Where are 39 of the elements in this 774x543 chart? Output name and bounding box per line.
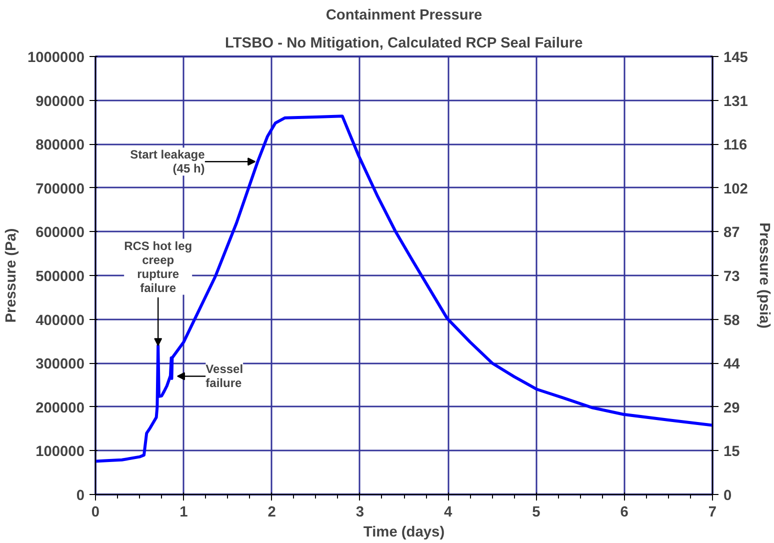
x-tick-label: 5 xyxy=(532,504,540,520)
y2-tick-label: 102 xyxy=(724,181,748,198)
annotation: Vessel failure xyxy=(206,362,244,390)
y-tick-label: 500000 xyxy=(36,269,85,285)
y2-tick-label: 87 xyxy=(724,225,740,242)
y-tick-label: 300000 xyxy=(36,356,85,373)
y-tick-label: 800000 xyxy=(36,138,85,154)
annotation: Start leakage (45 h) xyxy=(130,148,206,176)
y2-tick-label: 29 xyxy=(724,400,740,416)
y-tick-label: 0 xyxy=(76,488,85,504)
y2-tick-label: 58 xyxy=(724,312,740,329)
y-tick-label: 200000 xyxy=(36,400,85,416)
y-tick-label: 400000 xyxy=(36,312,85,329)
line-series xyxy=(96,114,712,463)
y2-axis-title: Pressure (psia) xyxy=(756,222,772,329)
x-tick-label: 1 xyxy=(180,504,188,520)
y-axis-title: Pressure (Pa) xyxy=(3,228,20,323)
y-tick-label: 700000 xyxy=(36,181,85,198)
y2-tick-label: 116 xyxy=(724,138,748,154)
chart-subtitle: LTSBO - No Mitigation, Calculated RCP Seal Failure xyxy=(224,36,583,52)
y2-tick-label: 145 xyxy=(724,50,748,66)
y2-tick-label: 44 xyxy=(724,356,741,373)
x-tick-label: 4 xyxy=(444,504,453,520)
y2-tick-label: 15 xyxy=(724,444,740,460)
y-tick-label: 600000 xyxy=(36,225,85,242)
annotation: RCS hot leg creep rupture failure xyxy=(124,238,192,295)
x-tick-label: 6 xyxy=(620,504,628,520)
y2-tick-label: 73 xyxy=(724,269,740,285)
y2-tick-label: 0 xyxy=(724,488,732,504)
y-tick-label: 1000000 xyxy=(27,50,85,66)
chart-title: Containment Pressure xyxy=(326,8,482,24)
y2-tick-label: 131 xyxy=(724,94,748,110)
y-tick-label: 900000 xyxy=(36,94,85,110)
x-axis-title: Time (days) xyxy=(363,524,445,540)
x-tick-label: 7 xyxy=(708,504,717,520)
x-tick-label: 3 xyxy=(356,504,364,520)
y-tick-label: 100000 xyxy=(36,444,85,460)
x-tick-label: 2 xyxy=(268,504,276,520)
x-tick-label: 0 xyxy=(91,504,100,520)
